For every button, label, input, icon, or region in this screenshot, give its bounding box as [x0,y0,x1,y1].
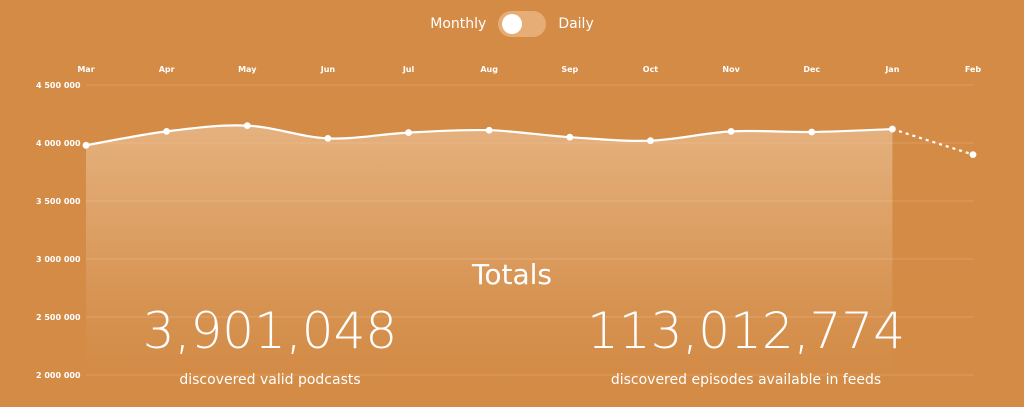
y-tick-label: 3 500 000 [36,197,81,206]
y-tick-label: 2 000 000 [36,371,81,380]
data-point [324,134,332,142]
x-tick-label: Jun [320,65,336,74]
data-point [969,151,977,159]
data-point [808,128,816,136]
x-tick-label: Mar [77,65,94,74]
switch-knob[interactable] [502,14,523,34]
series-area [86,125,893,375]
x-tick-label: May [238,65,257,74]
data-point [82,141,90,149]
y-tick-label: 4 000 000 [36,139,81,148]
toggle-label-daily[interactable]: Daily [558,16,594,32]
x-tick-label: Oct [643,65,659,74]
x-tick-label: Nov [722,65,740,74]
toggle-label-monthly[interactable]: Monthly [430,16,487,32]
x-tick-label: Sep [561,65,578,74]
x-tick-label: Dec [803,65,820,74]
totals-title: Totals [472,258,552,291]
data-point [405,129,412,136]
view-toggle: Monthly Daily [0,10,1024,38]
podcasts-total-value: 3,901,048 [142,302,398,360]
y-tick-label: 3 000 000 [36,255,81,264]
data-point [888,125,896,133]
x-tick-label: Jan [884,65,899,74]
x-tick-label: Aug [480,65,498,74]
episodes-total-value: 113,012,774 [586,302,906,360]
episodes-total-label: discovered episodes available in feeds [610,372,882,388]
data-point [727,127,735,135]
y-tick-label: 4 500 000 [36,81,81,90]
x-tick-label: Apr [159,65,175,74]
monthly-daily-switch[interactable] [498,11,547,37]
data-point [485,126,493,134]
projected-line-segment [892,128,974,156]
y-tick-label: 2 500 000 [36,313,81,322]
podcasts-total-label: discovered valid podcasts [179,372,361,388]
data-point [243,122,251,129]
data-point [566,133,574,141]
x-tick-label: Feb [965,65,982,74]
data-point [647,137,654,145]
x-tick-label: Jul [402,65,415,74]
data-point [163,127,171,135]
